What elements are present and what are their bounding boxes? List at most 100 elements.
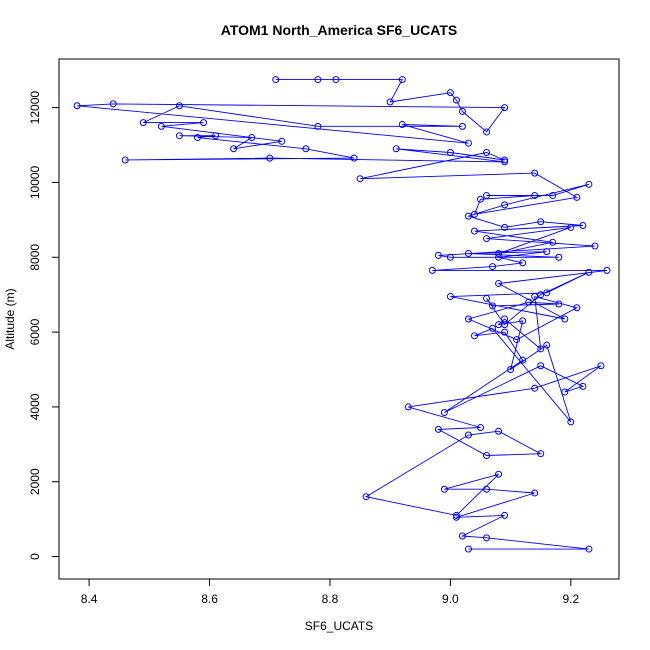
data-point (193, 134, 201, 142)
y-tick-label: 4000 (28, 393, 42, 420)
data-point (519, 259, 527, 267)
data-point (501, 156, 509, 164)
data-point (543, 289, 551, 297)
data-point (543, 248, 551, 256)
data-point (440, 485, 448, 493)
data-point (248, 134, 256, 142)
data-point (314, 122, 322, 130)
data-point (525, 298, 533, 306)
data-point (579, 221, 587, 229)
data-point (434, 251, 442, 259)
y-tick-label: 10000 (28, 165, 42, 199)
data-point (567, 418, 575, 426)
data-point (157, 122, 165, 130)
y-tick-label: 8000 (28, 244, 42, 271)
data-point (200, 119, 208, 127)
data-point (531, 489, 539, 497)
data-point (458, 122, 466, 130)
data-point (519, 356, 527, 364)
data-point (591, 242, 599, 250)
data-point (470, 332, 478, 340)
data-point (495, 279, 503, 287)
data-point (501, 104, 509, 112)
data-point (446, 293, 454, 301)
data-point (483, 235, 491, 243)
y-tick-label: 0 (28, 553, 42, 560)
data-point (470, 210, 478, 218)
data-point (567, 223, 575, 231)
data-point (483, 294, 491, 302)
data-point (495, 253, 503, 261)
x-axis-label: SF6_UCATS (305, 619, 373, 633)
data-point (392, 145, 400, 153)
data-point (483, 192, 491, 200)
data-point (573, 304, 581, 312)
data-point (266, 154, 274, 162)
data-point (446, 253, 454, 261)
data-point (452, 513, 460, 521)
data-point (464, 212, 472, 220)
data-point (332, 76, 340, 84)
x-axis: 8.4 8.6 8.8 9.0 9.2 (81, 578, 579, 606)
data-point (470, 227, 478, 235)
data-point (440, 409, 448, 417)
data-point (477, 195, 485, 203)
y-tick-label: 6000 (28, 318, 42, 345)
data-point (464, 315, 472, 323)
data-point (501, 321, 509, 329)
data-point (501, 158, 509, 166)
data-point (531, 169, 539, 177)
data-point (477, 423, 485, 431)
data-point (495, 250, 503, 258)
data-point (428, 266, 436, 274)
data-point (398, 76, 406, 84)
data-point (501, 223, 509, 231)
data-point (483, 149, 491, 157)
data-point (597, 362, 605, 370)
data-point (350, 154, 358, 162)
data-point (537, 450, 545, 458)
data-point (356, 175, 364, 183)
data-point (212, 132, 220, 140)
data-point (464, 545, 472, 553)
data-point (175, 102, 183, 110)
data-point (537, 218, 545, 226)
x-tick-label: 9.0 (442, 592, 459, 606)
data-point (513, 336, 521, 344)
data-point (549, 238, 557, 246)
data-point (555, 253, 563, 261)
data-point (230, 145, 238, 153)
data-point (464, 431, 472, 439)
data-point (603, 266, 611, 274)
data-point (537, 291, 545, 299)
data-point (386, 98, 394, 106)
data-point (483, 128, 491, 136)
data-point (561, 315, 569, 323)
data-point (452, 511, 460, 519)
data-point (483, 452, 491, 460)
data-point (585, 268, 593, 276)
data-point (501, 511, 509, 519)
data-point (302, 145, 310, 153)
data-point (73, 102, 81, 110)
data-point (549, 192, 557, 200)
data-point (139, 119, 147, 127)
data-point (404, 403, 412, 411)
data-point (121, 156, 129, 164)
data-point (501, 328, 509, 336)
data-point (573, 193, 581, 201)
data-point (531, 384, 539, 392)
data-point (278, 137, 286, 145)
data-point (446, 89, 454, 97)
data-point (398, 120, 406, 128)
data-point (464, 250, 472, 258)
data-point (446, 149, 454, 157)
data-point (585, 180, 593, 188)
chart-title: ATOM1 North_America SF6_UCATS (221, 22, 458, 38)
data-point (531, 293, 539, 301)
data-point (464, 139, 472, 147)
series-line (77, 79, 608, 550)
y-tick-label: 2000 (28, 468, 42, 495)
